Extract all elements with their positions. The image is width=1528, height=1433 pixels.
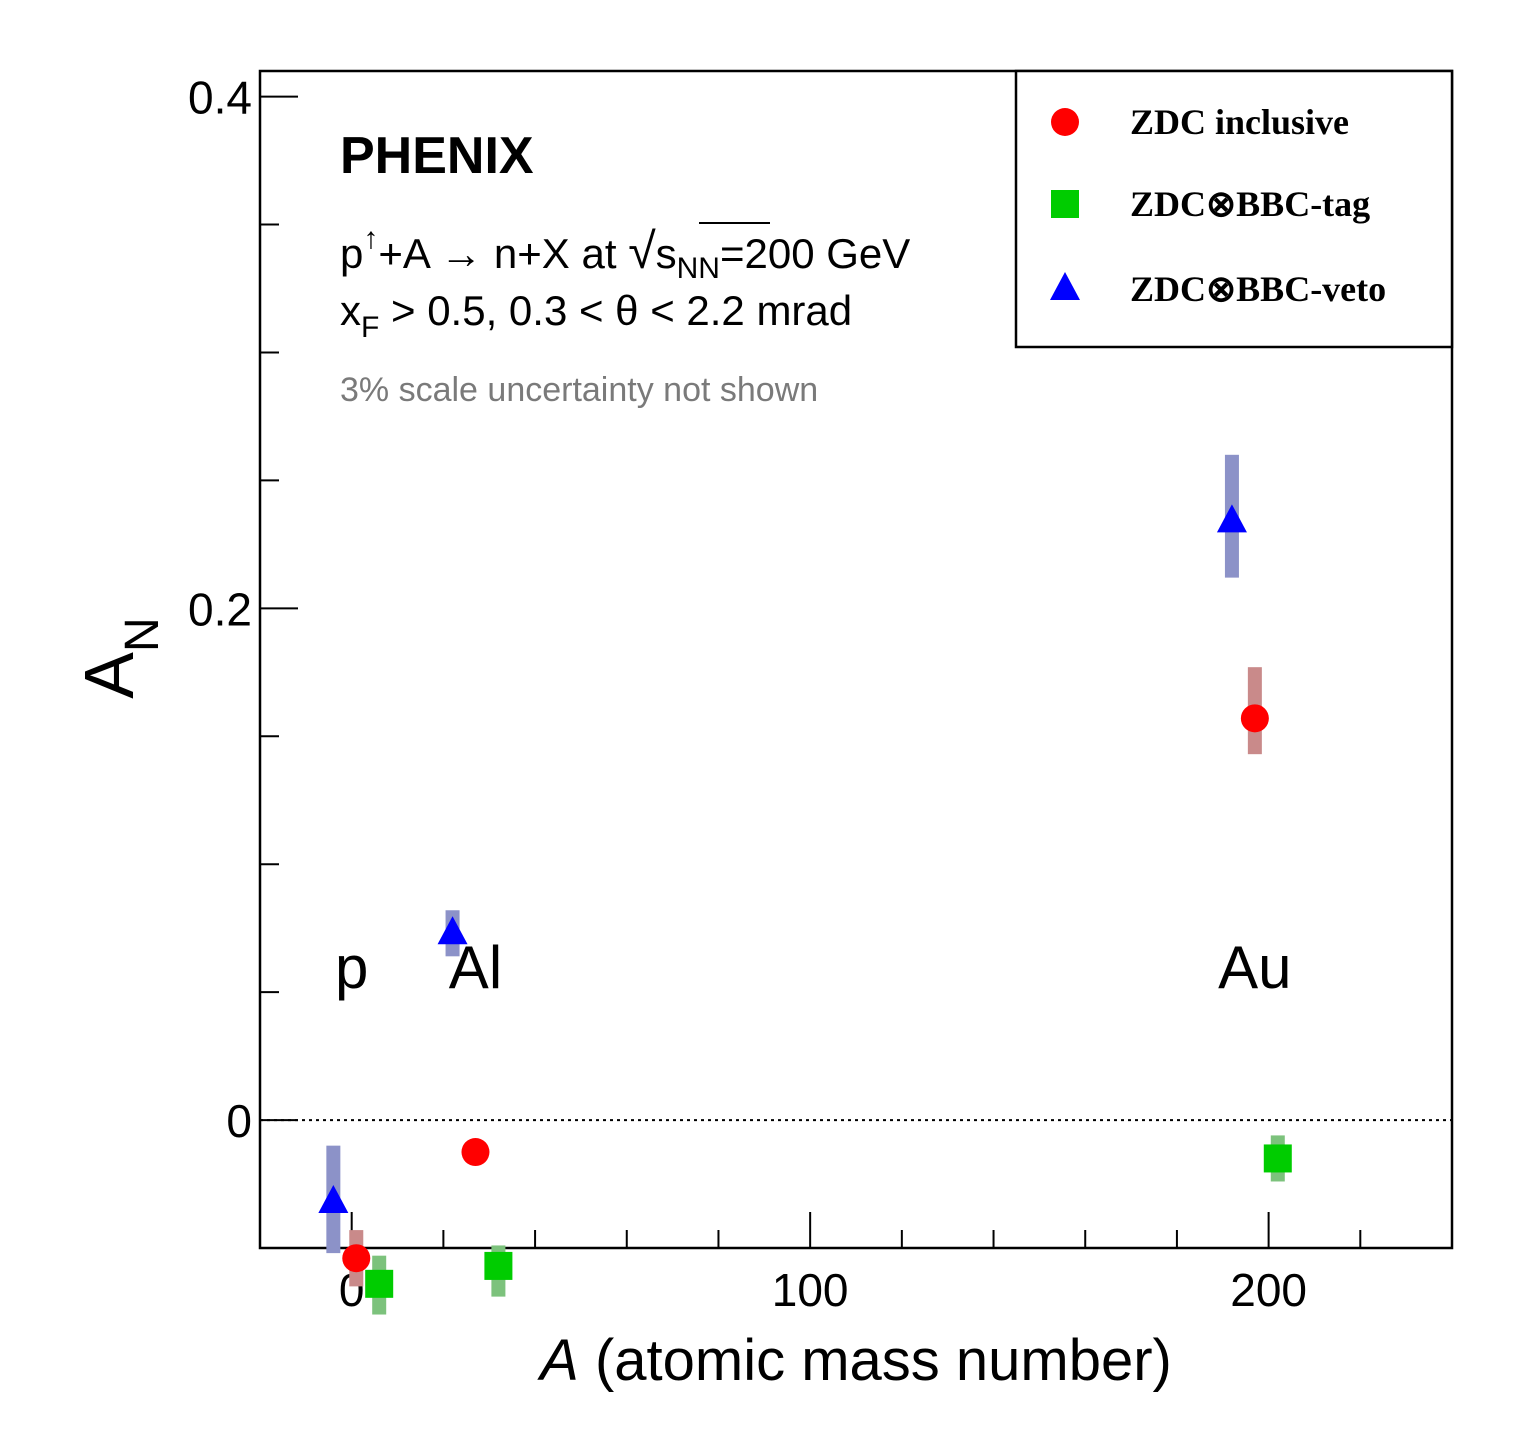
legend-square-marker — [1051, 190, 1079, 218]
triangle-point — [437, 916, 468, 945]
circle-point — [342, 1244, 371, 1273]
nucleus-label: Al — [449, 934, 502, 1001]
legend-label: ZDC inclusive — [1130, 102, 1349, 142]
x-tick-label: 200 — [1230, 1264, 1307, 1316]
experiment-label: PHENIX — [340, 127, 534, 185]
triangle-point — [1216, 504, 1247, 533]
square-point — [365, 1269, 394, 1298]
legend-label: ZDC⊗BBC-tag — [1130, 184, 1370, 224]
nucleus-labels: p Al Au — [335, 934, 1292, 1001]
triangle-point — [318, 1184, 349, 1213]
kinematic-cuts-label: xF > 0.5, 0.3 < θ < 2.2 mrad — [340, 287, 852, 344]
data-markers — [318, 504, 1292, 1298]
legend-circle-marker — [1051, 108, 1079, 136]
x-axis-title: A (atomic mass number) — [537, 1328, 1172, 1393]
legend-label: ZDC⊗BBC-veto — [1130, 269, 1386, 309]
nucleus-label: Au — [1218, 934, 1291, 1001]
square-point — [1263, 1144, 1292, 1173]
circle-point — [461, 1138, 490, 1167]
reaction-label: p↑+A → n+X at √sNN=200 GeV — [340, 222, 910, 285]
scale-uncertainty-note: 3% scale uncertainty not shown — [340, 371, 818, 409]
y-axis-title: AN — [70, 617, 169, 698]
nucleus-label: p — [335, 934, 368, 1001]
square-point — [484, 1251, 513, 1280]
systematic-error-bars — [326, 454, 1285, 1315]
legend-triangle-marker — [1050, 272, 1080, 300]
plot-frame — [258, 69, 1454, 1250]
x-tick-label: 100 — [772, 1264, 849, 1316]
legend: ZDC inclusive ZDC⊗BBC-tag ZDC⊗BBC-veto — [1014, 69, 1454, 349]
legend-box — [1014, 69, 1454, 349]
y-tick-label: 0.2 — [188, 583, 252, 635]
y-tick-label: 0.4 — [188, 72, 252, 124]
y-tick-label: 0 — [226, 1095, 252, 1147]
circle-point — [1240, 704, 1269, 733]
